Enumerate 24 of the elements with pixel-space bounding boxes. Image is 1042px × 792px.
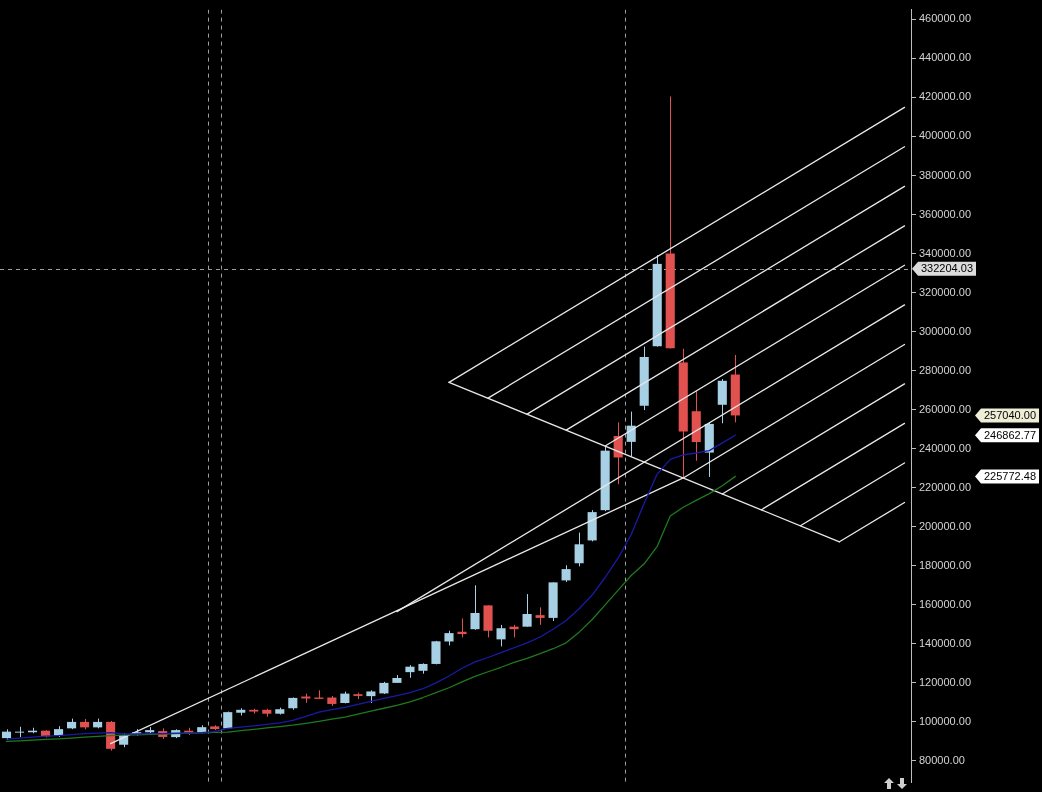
y-tick-label: 100000.00 bbox=[919, 714, 971, 727]
y-tick-label: 80000.00 bbox=[919, 753, 965, 766]
y-tick-label: 180000.00 bbox=[919, 558, 971, 571]
y-tick-label: 220000.00 bbox=[919, 480, 971, 493]
y-tick-label: 420000.00 bbox=[919, 90, 971, 103]
y-tick-label: 200000.00 bbox=[919, 519, 971, 532]
y-tick-label: 460000.00 bbox=[919, 12, 971, 25]
y-tick-label: 400000.00 bbox=[919, 129, 971, 142]
y-tick-label: 160000.00 bbox=[919, 597, 971, 610]
y-tick-label: 140000.00 bbox=[919, 636, 971, 649]
y-tick-label: 320000.00 bbox=[919, 285, 971, 298]
text: 257040.00 bbox=[984, 408, 1036, 421]
y-tick-label: 360000.00 bbox=[919, 207, 971, 220]
y-tick-label: 120000.00 bbox=[919, 675, 971, 688]
y-tick-label: 440000.00 bbox=[919, 51, 971, 64]
text: 246862.77 bbox=[984, 428, 1036, 441]
y-tick-label: 340000.00 bbox=[919, 246, 971, 259]
y-tick-label: 280000.00 bbox=[919, 363, 971, 376]
ref-line-label: 332204.03 bbox=[921, 262, 973, 275]
y-tick-label: 260000.00 bbox=[919, 402, 971, 415]
y-tick-label: 300000.00 bbox=[919, 324, 971, 337]
y-tick-label: 240000.00 bbox=[919, 441, 971, 454]
y-tick-label: 380000.00 bbox=[919, 168, 971, 181]
text: 225772.48 bbox=[984, 469, 1036, 482]
